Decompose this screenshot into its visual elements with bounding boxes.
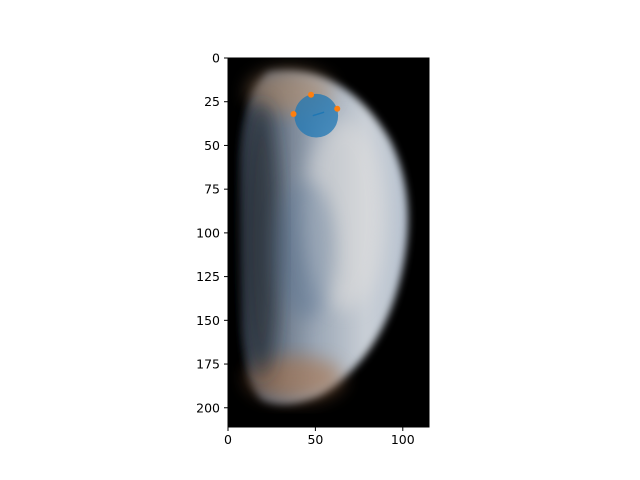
y-tick-label: 200 xyxy=(196,400,220,415)
y-tick-label: 25 xyxy=(204,94,220,109)
planet-dark-limb xyxy=(244,100,280,380)
x-tick-label: 0 xyxy=(224,432,232,447)
y-tick-label: 150 xyxy=(196,313,220,328)
x-tick-label: 100 xyxy=(391,432,415,447)
planet-band-shadow xyxy=(275,180,335,320)
y-tick-label: 175 xyxy=(196,357,220,372)
planet-warm-bottom xyxy=(247,356,343,400)
planet-image xyxy=(240,70,408,404)
scatter-point xyxy=(334,105,341,112)
overlays xyxy=(290,91,341,138)
y-tick-label: 0 xyxy=(212,51,220,66)
overlay-circle xyxy=(294,93,339,138)
x-tick-label: 50 xyxy=(307,432,323,447)
y-axis: 0 25 50 75 100 125 150 175 200 xyxy=(196,51,228,415)
scatter-point xyxy=(290,110,297,117)
y-tick-label: 50 xyxy=(204,138,220,153)
overlay-line xyxy=(312,111,325,117)
axes-frame xyxy=(227,57,430,428)
y-tick-label: 125 xyxy=(196,269,220,284)
scatter-point xyxy=(308,91,315,98)
y-tick-label: 100 xyxy=(196,225,220,240)
x-axis: 0 50 100 xyxy=(224,427,415,447)
y-tick-label: 75 xyxy=(204,182,220,197)
plot-axes: 0 50 100 0 25 50 75 100 125 150 175 200 xyxy=(196,51,430,447)
